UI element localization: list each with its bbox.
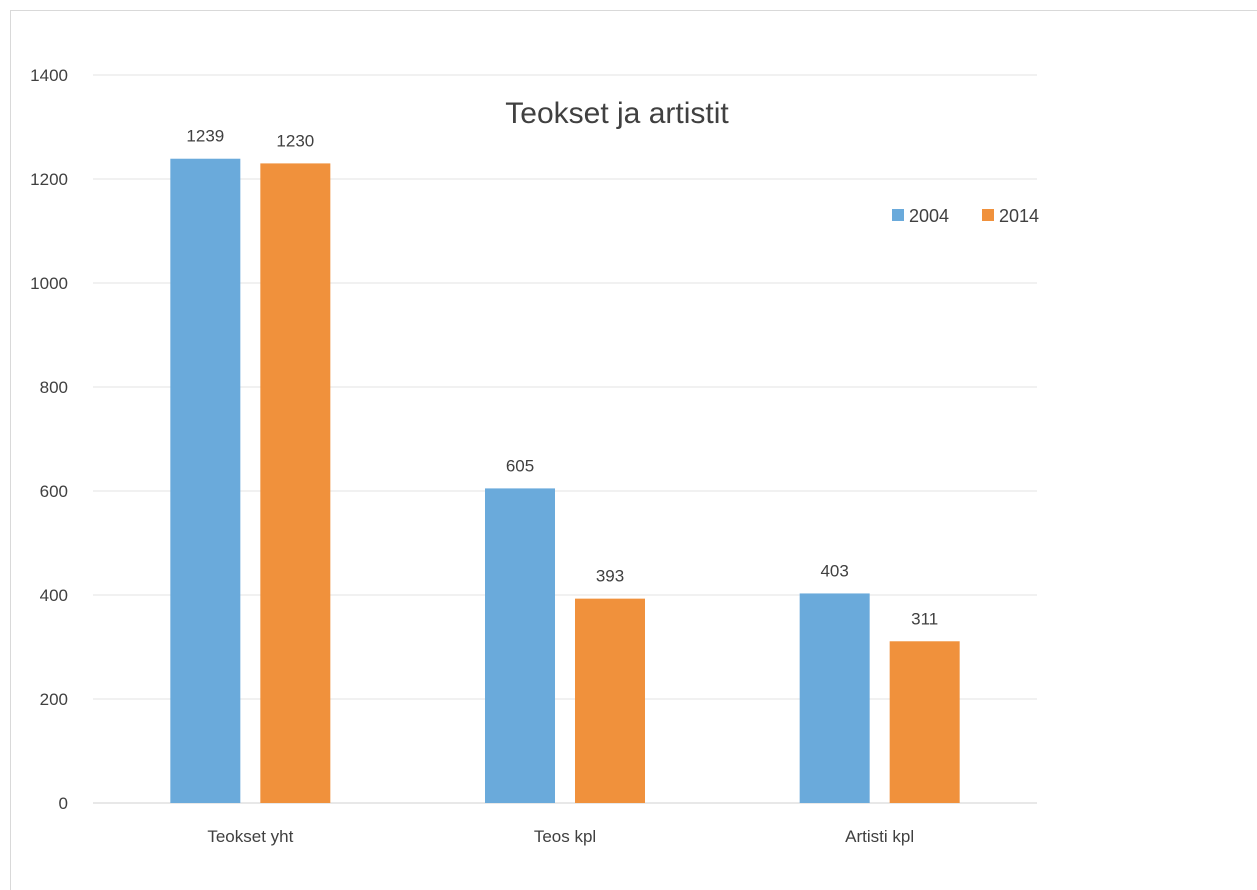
bar xyxy=(575,598,645,803)
data-label: 605 xyxy=(506,456,534,475)
legend-swatch xyxy=(982,209,994,221)
y-tick-label: 600 xyxy=(40,482,68,501)
y-tick-label: 1400 xyxy=(30,66,68,85)
bar xyxy=(485,488,555,803)
chart-frame xyxy=(10,10,1257,890)
y-tick-label: 200 xyxy=(40,690,68,709)
legend-swatch xyxy=(892,209,904,221)
bars xyxy=(170,158,960,804)
bar xyxy=(799,593,870,803)
gridlines xyxy=(93,74,1037,804)
y-tick-label: 800 xyxy=(40,378,68,397)
y-tick-label: 1000 xyxy=(30,274,68,293)
data-label: 393 xyxy=(596,567,624,586)
x-axis-categories: Teokset yht Teos kpl Artisti kpl xyxy=(207,827,914,846)
legend-label: 2014 xyxy=(999,206,1039,226)
legend-label: 2004 xyxy=(909,206,949,226)
data-label: 403 xyxy=(820,561,848,580)
x-category-label: Artisti kpl xyxy=(845,827,914,846)
data-label: 1239 xyxy=(186,127,224,146)
data-labels: 1239 1230 605 393 403 311 xyxy=(186,127,938,629)
chart-title: Teokset ja artistit xyxy=(505,97,729,130)
y-tick-label: 1200 xyxy=(30,170,68,189)
bar xyxy=(889,641,960,803)
bar xyxy=(170,158,241,804)
x-category-label: Teokset yht xyxy=(207,827,293,846)
x-category-label: Teos kpl xyxy=(534,827,596,846)
y-tick-label: 0 xyxy=(59,794,68,813)
y-axis-ticks: 0 200 400 600 800 1000 1200 1400 xyxy=(30,66,68,813)
data-label: 1230 xyxy=(276,131,314,150)
y-tick-label: 400 xyxy=(40,586,68,605)
bar xyxy=(260,163,331,803)
legend: 2004 2014 xyxy=(892,206,1039,226)
data-label: 311 xyxy=(911,609,938,628)
